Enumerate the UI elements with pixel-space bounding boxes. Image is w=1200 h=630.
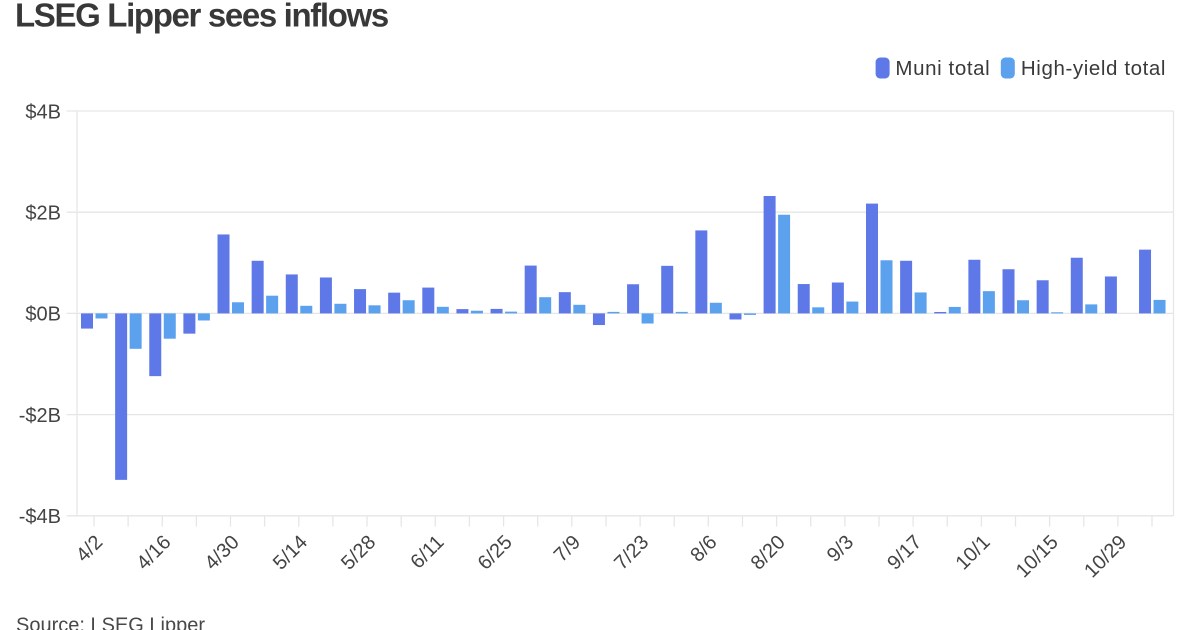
svg-text:Muni total: Muni total [895, 57, 990, 80]
svg-text:$0B: $0B [25, 304, 61, 326]
svg-text:Source: LSEG Lipper: Source: LSEG Lipper [16, 615, 205, 630]
svg-text:$4B: $4B [25, 101, 61, 123]
svg-text:$2B: $2B [25, 203, 61, 225]
svg-text:LSEG Lipper sees inflows: LSEG Lipper sees inflows [15, 0, 388, 34]
svg-text:-$2B: -$2B [19, 405, 61, 427]
svg-text:-$4B: -$4B [19, 506, 61, 528]
svg-text:High-yield total: High-yield total [1021, 57, 1166, 80]
